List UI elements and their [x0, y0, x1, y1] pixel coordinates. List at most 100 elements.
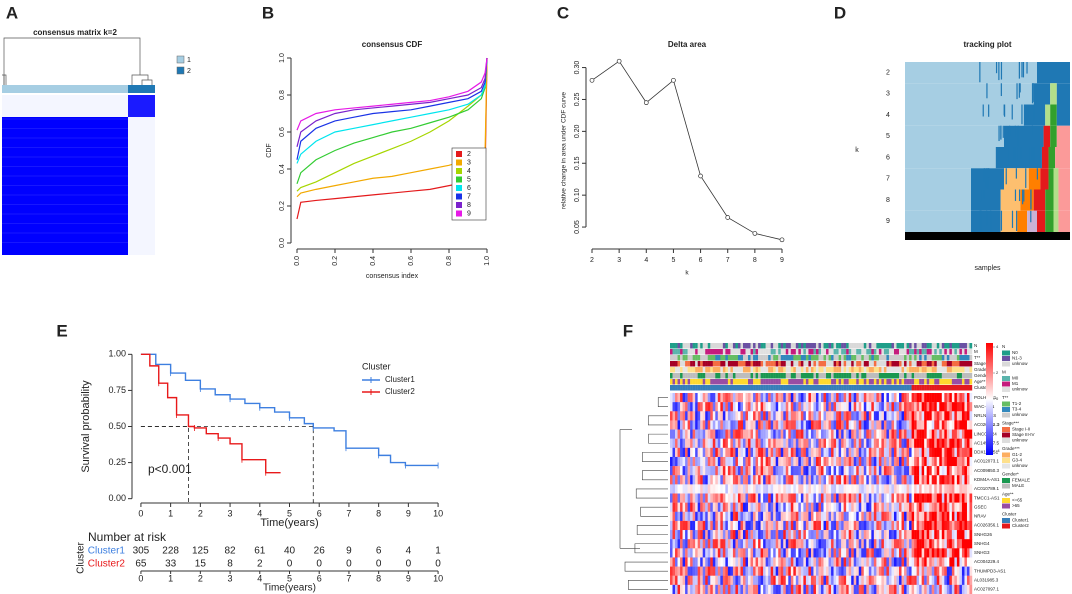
annotation-cell [843, 361, 847, 367]
tracking-segment [1053, 168, 1059, 190]
heatmap-cell [883, 548, 887, 558]
annotation-cell [909, 385, 912, 391]
heatmap-cell [682, 530, 686, 540]
annotation-cell [725, 361, 729, 367]
annotation-cell [949, 355, 953, 361]
heatmap-cell [722, 466, 726, 476]
annotation-cell [873, 343, 877, 349]
annotation-cell [750, 343, 754, 349]
heatmap-cell [878, 539, 882, 549]
heatmap-cell [883, 584, 887, 594]
heatmap-cell [926, 557, 930, 567]
heatmap-cell [677, 493, 681, 503]
heatmap-cell [755, 511, 759, 522]
heatmap-cell [863, 539, 867, 549]
heatmap-cell [911, 420, 915, 430]
heatmap-cell [697, 475, 701, 485]
annotation-cell [846, 385, 849, 391]
annotation-cell [727, 367, 731, 373]
heatmap-cell [851, 475, 854, 485]
annotation-cell [949, 349, 953, 355]
annotation-cell [899, 373, 902, 379]
annotation-cell [798, 385, 802, 391]
heatmap-cell [873, 520, 877, 531]
heatmap-cell [911, 456, 915, 467]
annotation-cell [833, 361, 837, 367]
heatmap-cell [773, 548, 776, 558]
heatmap-cell [677, 484, 681, 494]
heatmap-cell [954, 475, 958, 485]
annotation-cell [715, 373, 719, 379]
heatmap-cell [888, 456, 892, 467]
heatmap-cell [951, 530, 955, 540]
annotation-cell [755, 343, 759, 349]
heatmap-cell [893, 411, 897, 421]
annotation-cell [670, 349, 673, 355]
heatmap-cell [868, 520, 872, 531]
heatmap-cell [765, 447, 769, 458]
heatmap-cell [690, 530, 693, 540]
risk-count: 0 [346, 559, 352, 570]
heatmap-cell [871, 520, 875, 531]
heatmap-cell [818, 456, 822, 467]
heatmap-cell [788, 530, 791, 540]
heatmap-cell [677, 411, 681, 421]
annotation-cell [881, 373, 885, 379]
heatmap-cell [765, 557, 769, 567]
annotation-cell [966, 385, 970, 391]
heatmap-cell [710, 420, 713, 430]
heatmap-cell [720, 393, 724, 403]
heatmap-cell [909, 456, 912, 467]
annotation-cell [901, 355, 905, 361]
heatmap-cell [813, 511, 817, 522]
heatmap-cell [818, 420, 822, 430]
heatmap-cell [868, 466, 872, 476]
annotation-cell [858, 367, 862, 373]
heatmap-cell [921, 530, 925, 540]
heatmap-cell [846, 447, 849, 458]
heatmap-cell [700, 548, 703, 558]
legend-title: T** [1002, 395, 1009, 400]
annotation-cell [697, 349, 701, 355]
heatmap-cell [959, 493, 963, 503]
heatmap-cell [939, 493, 942, 503]
annotation-cell [856, 343, 859, 349]
heatmap-cell [919, 539, 922, 549]
heatmap-cell [800, 438, 804, 449]
heatmap-cell [813, 411, 817, 421]
annotation-cell [838, 373, 842, 379]
legend-swatch [1002, 427, 1010, 432]
annotation-cell [763, 385, 766, 391]
annotation-cell [760, 385, 764, 391]
heatmap-cell [680, 466, 683, 476]
heatmap-cell [780, 475, 784, 485]
heatmap-cell [929, 429, 932, 439]
heatmap-cell [770, 456, 774, 467]
heatmap-cell [866, 493, 870, 503]
heatmap-cell [826, 493, 829, 503]
heatmap-cell [712, 484, 716, 494]
heatmap-cell [770, 511, 774, 522]
heatmap-cell [785, 502, 789, 512]
annotation-cell [720, 385, 724, 391]
tracking-segment [1041, 147, 1049, 169]
heatmap-cell [853, 493, 857, 503]
heatmap-cell [790, 475, 794, 485]
heatmap-cell [682, 511, 686, 522]
legend-swatch [456, 176, 462, 183]
heatmap-cell [805, 393, 809, 403]
heatmap-cell [944, 575, 948, 586]
heatmap-cell [906, 557, 910, 567]
annotation-cell [783, 349, 786, 355]
heatmap-cell [712, 438, 716, 449]
heatmap-cell [861, 420, 864, 430]
heatmap-cell [841, 393, 844, 403]
heatmap-cell [961, 475, 965, 485]
annotation-cell [780, 349, 784, 355]
chart-title: Delta area [668, 40, 707, 49]
heatmap-cell [800, 575, 804, 586]
heatmap-cell [916, 484, 920, 494]
heatmap-cell [785, 456, 789, 467]
x-tick-label: 6 [317, 508, 322, 518]
legend-swatch [1002, 412, 1010, 418]
